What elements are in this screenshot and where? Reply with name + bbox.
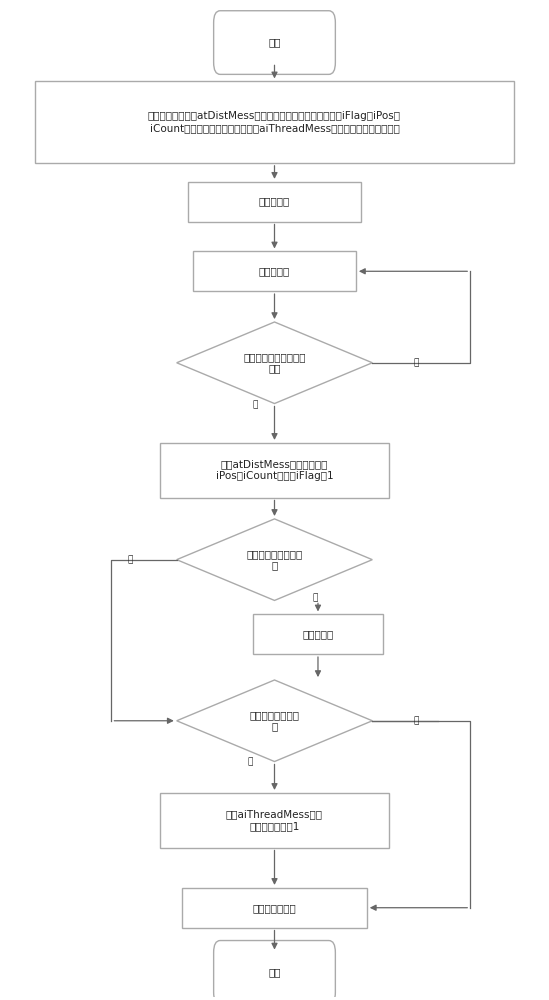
- Text: 建立分发信息数组atDistMess（每个元素为一个结构体，包括iFlag、iPos、
iCount三个变量）和分发线程数组aiThreadMess（每个元素有: 建立分发信息数组atDistMess（每个元素为一个结构体，包括iFlag、iP…: [148, 111, 401, 133]
- Bar: [160, 443, 389, 498]
- Text: 否: 否: [413, 716, 418, 725]
- Text: 是: 是: [248, 757, 253, 766]
- Bar: [160, 793, 389, 848]
- FancyBboxPatch shape: [214, 941, 335, 1000]
- Text: 否: 否: [413, 358, 418, 367]
- Polygon shape: [177, 680, 372, 762]
- Text: 更新atDistMess中每个元素的
iPos、iCount的值，iFlag置1: 更新atDistMess中每个元素的 iPos、iCount的值，iFlag置1: [216, 459, 333, 481]
- Bar: [253, 614, 383, 654]
- Text: 分发信息链表中是否有
变化: 分发信息链表中是否有 变化: [243, 352, 306, 374]
- Text: 是: 是: [312, 593, 318, 602]
- Bar: [35, 81, 514, 163]
- Text: 否: 否: [128, 555, 133, 564]
- Text: 是: 是: [253, 400, 258, 409]
- Text: 到达定时器时间: 到达定时器时间: [253, 903, 296, 913]
- Bar: [193, 251, 356, 291]
- FancyBboxPatch shape: [214, 11, 335, 74]
- Text: 是否有减少的数据
源: 是否有减少的数据 源: [249, 710, 300, 732]
- Bar: [188, 182, 361, 222]
- Text: 结束: 结束: [268, 967, 281, 977]
- Bar: [182, 888, 367, 928]
- Text: 扫描数据库: 扫描数据库: [259, 266, 290, 276]
- Text: 更新aiThreadMess中减
少线程的元素置1: 更新aiThreadMess中减 少线程的元素置1: [226, 809, 323, 831]
- Polygon shape: [177, 519, 372, 600]
- Text: 开始: 开始: [268, 38, 281, 48]
- Text: 是否有新增加的数据
源: 是否有新增加的数据 源: [247, 549, 302, 570]
- Polygon shape: [177, 322, 372, 404]
- Text: 开启主线程: 开启主线程: [259, 197, 290, 207]
- Text: 开启新线程: 开启新线程: [302, 629, 334, 639]
